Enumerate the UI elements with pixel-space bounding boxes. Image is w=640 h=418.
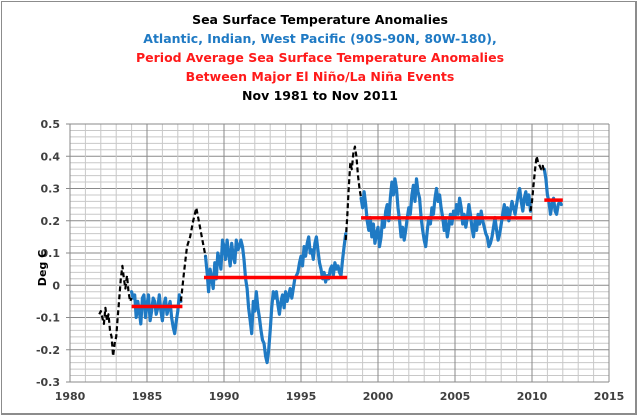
y-tick-label: -0.1 — [36, 312, 60, 325]
y-axis-label: Deg C — [36, 250, 49, 286]
chart-title-block: Sea Surface Temperature Anomalies Atlant… — [0, 10, 640, 105]
x-tick-label: 2010 — [517, 390, 548, 403]
transition-dashed-line — [529, 155, 546, 212]
x-tick-label: 1985 — [132, 390, 163, 403]
transition-dashed-line — [179, 206, 207, 302]
chart-subtitle-events: Between Major El Niño/La Niña Events — [185, 69, 455, 84]
chart-subtitle-period: Nov 1981 to Nov 2011 — [242, 88, 398, 103]
tick-labels: -0.3 -0.2 -0.1 0 0.1 0.2 0.3 0.4 0.5 1980 1985 1990… — [36, 118, 624, 403]
x-tick-label: 1980 — [55, 390, 86, 403]
axes — [66, 123, 610, 383]
y-tick-label: 0.4 — [41, 150, 61, 163]
chart-subtitle-average: Period Average Sea Surface Temperature A… — [135, 50, 505, 65]
y-tick-label: -0.2 — [36, 344, 60, 357]
chart-title: Sea Surface Temperature Anomalies — [192, 12, 448, 27]
x-tick-label: 1995 — [286, 390, 317, 403]
y-tick-label: 0.3 — [41, 183, 61, 196]
x-tick-label: 2015 — [594, 390, 625, 403]
x-tick-label: 2000 — [363, 390, 394, 403]
y-tick-label: 0.2 — [41, 215, 61, 228]
x-tick-label: 2005 — [440, 390, 471, 403]
grid — [69, 123, 610, 383]
transition-dashed-line — [98, 264, 133, 358]
x-tick-label: 1990 — [209, 390, 240, 403]
data-marks — [98, 145, 563, 365]
y-tick-label: -0.3 — [36, 376, 60, 389]
y-tick-label: 0.1 — [41, 247, 61, 260]
y-tick-label: 0.5 — [41, 118, 61, 131]
y-tick-label: 0 — [52, 279, 60, 292]
transition-dashed-line — [344, 145, 363, 241]
sst-anomaly-line — [130, 290, 183, 336]
chart-subtitle-region: Atlantic, Indian, West Pacific (90S-90N,… — [143, 31, 497, 46]
